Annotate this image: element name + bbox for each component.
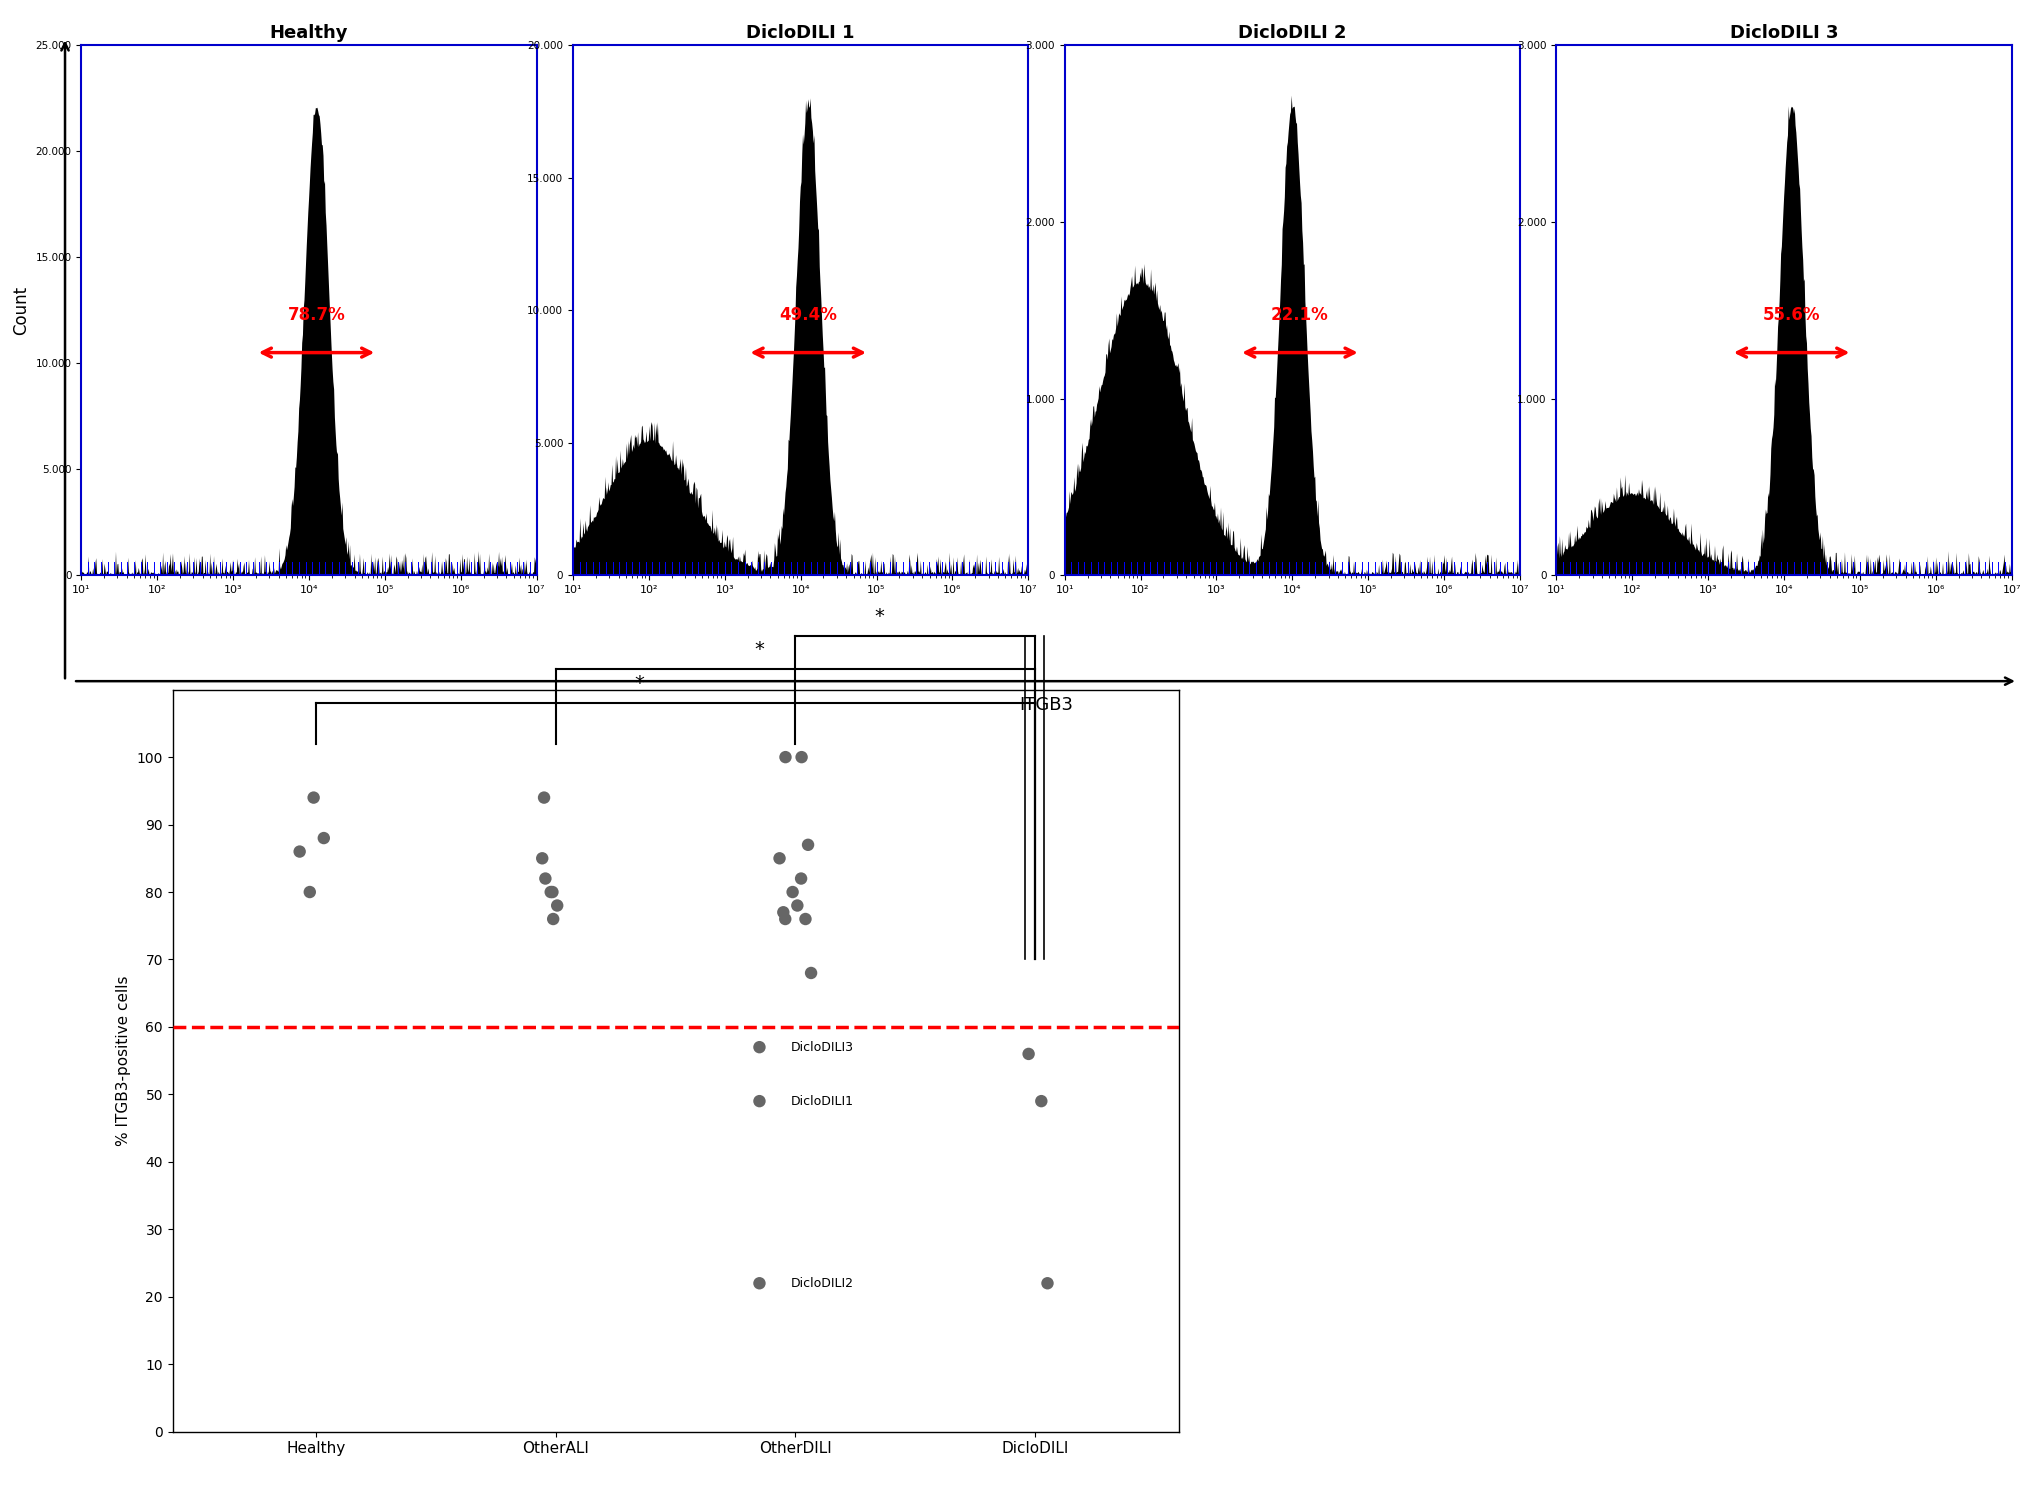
Point — [744, 1035, 776, 1059]
Text: DicloDILI2: DicloDILI2 — [790, 1276, 853, 1290]
Point — [282, 839, 315, 864]
Text: *: * — [754, 640, 764, 660]
Point — [768, 907, 801, 931]
Point — [1024, 1090, 1057, 1114]
Point — [788, 907, 821, 931]
Point — [526, 847, 559, 871]
Point — [536, 907, 569, 931]
Point — [536, 880, 569, 904]
Point — [784, 867, 817, 891]
Point — [795, 961, 827, 986]
Point — [764, 847, 797, 871]
Text: 22.1%: 22.1% — [1272, 306, 1329, 324]
Point — [297, 785, 329, 809]
Point — [792, 833, 825, 857]
Point — [541, 894, 573, 918]
Point — [534, 880, 567, 904]
Y-axis label: Count: Count — [12, 286, 30, 335]
Text: *: * — [874, 607, 884, 625]
Point — [744, 1272, 776, 1296]
Point — [784, 744, 817, 769]
Title: DicloDILI 1: DicloDILI 1 — [746, 24, 855, 42]
Text: 49.4%: 49.4% — [780, 306, 837, 324]
Point — [780, 894, 813, 918]
Point — [293, 880, 325, 904]
Point — [528, 785, 561, 809]
Title: DicloDILI 3: DicloDILI 3 — [1729, 24, 1839, 42]
Point — [1030, 1272, 1063, 1296]
Point — [776, 880, 809, 904]
Title: Healthy: Healthy — [270, 24, 347, 42]
Point — [307, 826, 339, 850]
Text: DicloDILI3: DicloDILI3 — [790, 1041, 853, 1053]
Title: DicloDILI 2: DicloDILI 2 — [1237, 24, 1347, 42]
Point — [1012, 1041, 1044, 1065]
Text: ITGB3: ITGB3 — [1020, 696, 1073, 714]
Point — [744, 1090, 776, 1114]
Point — [770, 744, 803, 769]
Text: *: * — [634, 674, 644, 693]
Point — [766, 900, 799, 924]
Text: 78.7%: 78.7% — [289, 306, 345, 324]
Text: DicloDILI1: DicloDILI1 — [790, 1094, 853, 1108]
Text: 55.6%: 55.6% — [1764, 306, 1821, 324]
Y-axis label: % ITGB3-positive cells: % ITGB3-positive cells — [116, 975, 132, 1145]
Point — [528, 867, 561, 891]
